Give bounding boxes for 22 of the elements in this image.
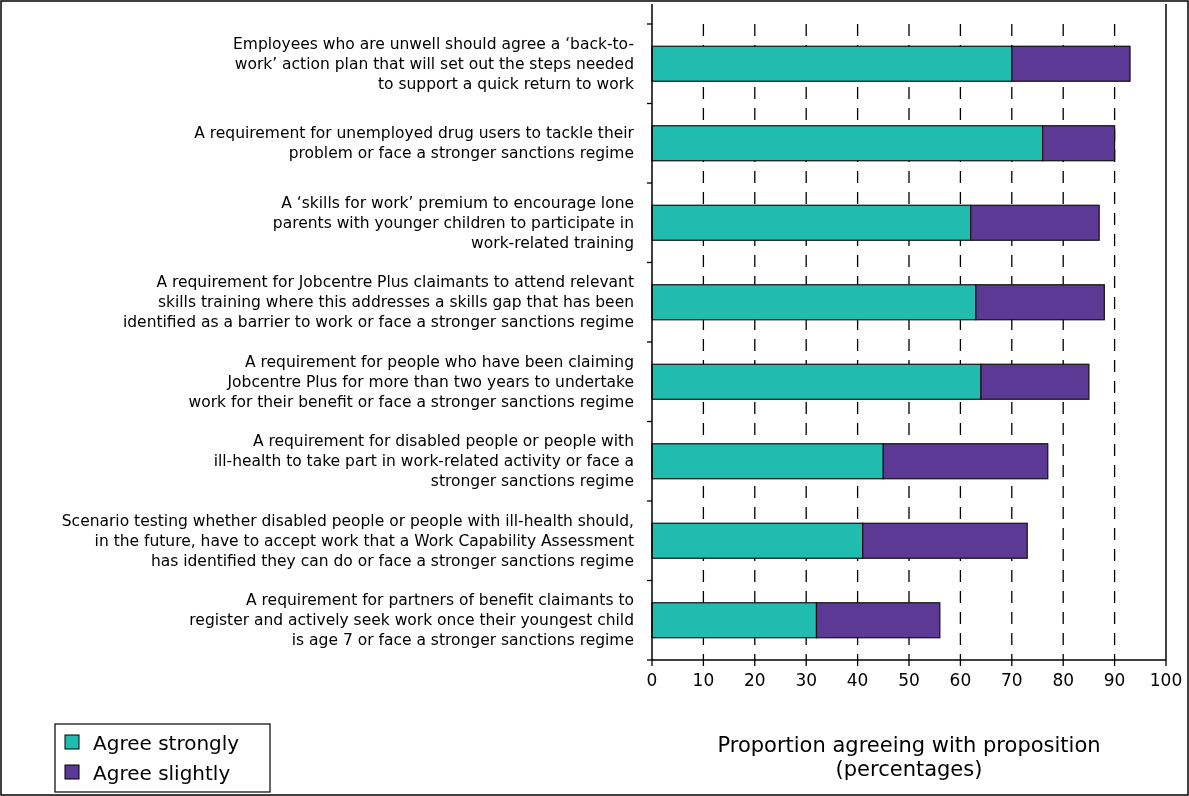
y-tick-label: A ‘skills for work’ premium to encourage lone parents with younger children to participate in work-related training bbox=[272, 193, 634, 252]
x-tick-label: 60 bbox=[949, 670, 972, 690]
y-tick-label: A requirement for disabled people or people with ill-health to take part in work-related activity or face a stronger sanctions regime bbox=[213, 432, 634, 491]
y-tick-label: Scenario testing whether disabled people or people with ill-health should, in the future, have to accept work that a Work Capability Assessment has identified they can do or face a stronger sanctions regime bbox=[61, 511, 634, 570]
legend-label: Agree slightly bbox=[93, 761, 231, 785]
legend-label: Agree strongly bbox=[93, 731, 240, 755]
x-tick-label: 0 bbox=[646, 670, 658, 690]
x-tick-label: 70 bbox=[1000, 670, 1023, 690]
x-tick-label: 40 bbox=[846, 670, 869, 690]
x-tick-label: 50 bbox=[898, 670, 920, 690]
x-axis-title: Proportion agreeing with proposition (percentages) bbox=[717, 733, 1101, 781]
y-tick-label: A requirement for unemployed drug users to tackle their problem or face a stronger sanctions regime bbox=[194, 124, 635, 163]
y-tick-label: A requirement for Jobcentre Plus claimants to attend relevant skills training where this addresses a skills gap that has been identified as a barrier to work or face a stronger sanctions regime bbox=[122, 273, 634, 332]
x-tick-label: 10 bbox=[692, 670, 715, 690]
y-tick-label: A requirement for partners of benefit claimants to register and actively seek work once their youngest child is age 7 or face a stronger sanctions regime bbox=[189, 591, 634, 650]
x-tick-label: 20 bbox=[743, 670, 766, 690]
y-tick-label: A requirement for people who have been claiming Jobcentre Plus for more than two years to undertake work for their benefit or face a stronger sanctions regime bbox=[188, 352, 634, 411]
x-tick-label: 100 bbox=[1149, 670, 1183, 690]
x-tick-label: 80 bbox=[1052, 670, 1075, 690]
x-tick-label: 30 bbox=[795, 670, 818, 690]
y-tick-label: Employees who are unwell should agree a ‘back-to- work’ action plan that will set out the steps needed to support a quick return to work bbox=[233, 34, 635, 93]
x-tick-label: 90 bbox=[1103, 670, 1126, 690]
